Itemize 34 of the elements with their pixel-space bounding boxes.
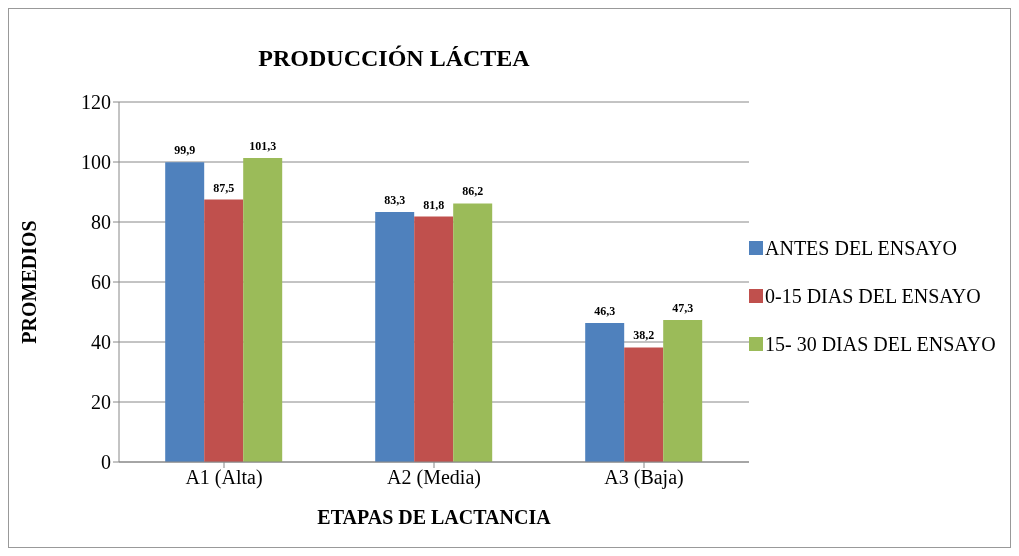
data-label: 38,2: [633, 328, 655, 343]
bar: [585, 323, 625, 462]
chart-title: PRODUCCIÓN LÁCTEA: [257, 45, 531, 72]
x-tick-label: A2 (Media): [387, 466, 481, 490]
y-tick-label: 60: [91, 271, 111, 294]
data-label: 47,3: [672, 301, 694, 316]
y-tick-label: 100: [81, 151, 111, 174]
data-label: 99,9: [174, 143, 196, 158]
legend-label: ANTES DEL ENSAYO: [765, 236, 957, 261]
legend-label: 15- 30 DIAS DEL ENSAYO: [765, 332, 996, 357]
bar: [375, 212, 415, 462]
data-label: 87,5: [213, 180, 235, 195]
data-label: 83,3: [384, 193, 406, 208]
bar: [243, 158, 283, 462]
x-axis-title: ETAPAS DE LACTANCIA: [317, 506, 552, 528]
data-label: 81,8: [423, 197, 445, 212]
data-label: 46,3: [594, 304, 616, 319]
y-tick-label: 0: [101, 451, 111, 474]
x-tick-label: A1 (Alta): [185, 466, 263, 490]
legend-label: 0-15 DIAS DEL ENSAYO: [765, 284, 981, 309]
y-axis-title: PROMEDIOS: [18, 220, 41, 344]
bar: [663, 320, 703, 462]
bar: [204, 199, 244, 462]
y-tick-label: 40: [91, 331, 111, 354]
y-tick-label: 20: [91, 391, 111, 414]
bar: [453, 203, 493, 462]
y-tick-label: 120: [81, 91, 111, 114]
y-tick-label: 80: [91, 211, 111, 234]
bar: [165, 162, 205, 462]
data-label: 86,2: [462, 184, 484, 199]
data-label: 101,3: [249, 139, 277, 154]
x-tick-label: A3 (Baja): [604, 466, 684, 490]
bar: [624, 347, 664, 462]
bar: [414, 216, 454, 462]
